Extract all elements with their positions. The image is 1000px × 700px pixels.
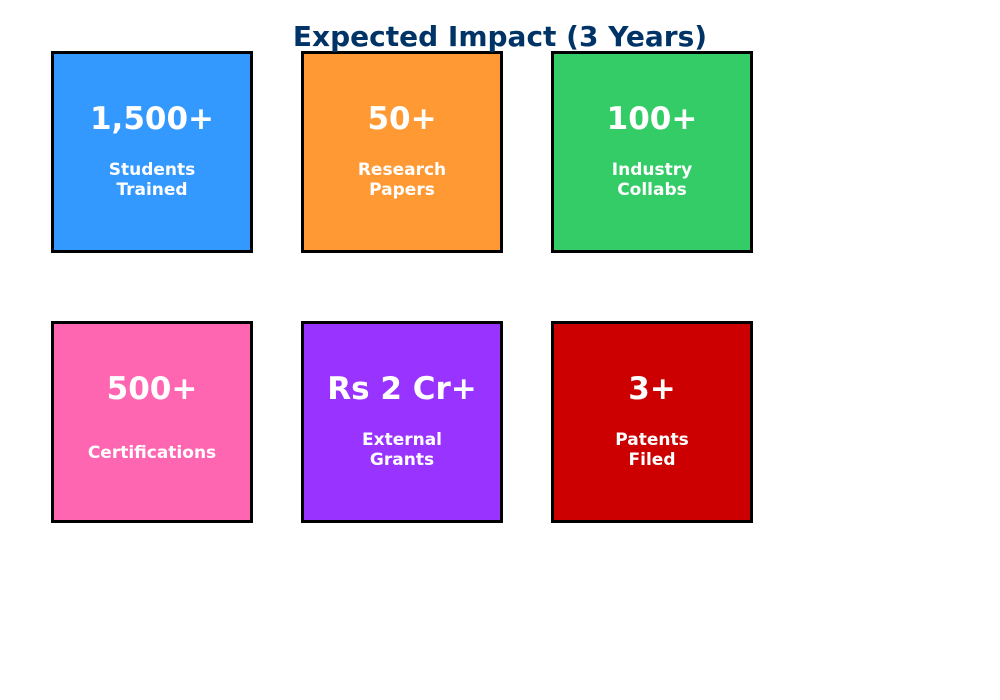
impact-value: 100+ xyxy=(606,101,698,137)
impact-card-students-trained: 1,500+ Students Trained xyxy=(51,51,253,253)
impact-card-certifications: 500+ Certifications xyxy=(51,321,253,523)
impact-card-industry-collabs: 100+ Industry Collabs xyxy=(551,51,753,253)
impact-label: Certifications xyxy=(87,443,217,463)
impact-label: Research Papers xyxy=(357,160,447,201)
impact-label: Industry Collabs xyxy=(611,160,693,201)
impact-value: 3+ xyxy=(628,371,676,407)
impact-label: External Grants xyxy=(361,430,443,471)
impact-value: 50+ xyxy=(367,101,437,137)
impact-value: 500+ xyxy=(106,371,198,407)
impact-value: Rs 2 Cr+ xyxy=(327,371,477,407)
impact-card-research-papers: 50+ Research Papers xyxy=(301,51,503,253)
impact-card-external-grants: Rs 2 Cr+ External Grants xyxy=(301,321,503,523)
page-title: Expected Impact (3 Years) xyxy=(292,20,708,53)
impact-value: 1,500+ xyxy=(89,101,215,137)
impact-card-patents-filed: 3+ Patents Filed xyxy=(551,321,753,523)
impact-label: Students Trained xyxy=(108,160,196,201)
impact-label: Patents Filed xyxy=(615,430,689,471)
